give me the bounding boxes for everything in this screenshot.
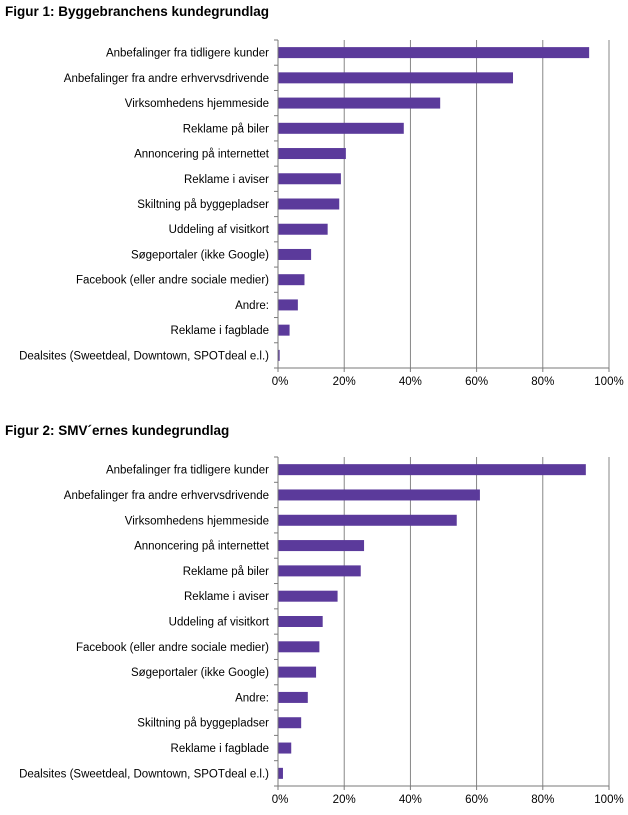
bar	[278, 198, 340, 210]
bar	[278, 514, 457, 526]
bar	[278, 274, 305, 286]
bar	[278, 616, 323, 627]
category-label: Andre:	[235, 300, 269, 312]
category-label: Annoncering på internettet	[134, 149, 270, 161]
category-label: Reklame i aviser	[184, 591, 269, 603]
category-label: Søgeportaler (ikke Google)	[131, 249, 269, 261]
bar	[278, 641, 320, 653]
bar	[278, 299, 298, 311]
bar	[278, 97, 441, 109]
category-label: Facebook (eller andre sociale medier)	[76, 275, 269, 287]
category-label: Andre:	[235, 692, 269, 704]
x-tick-label: 100%	[594, 376, 623, 388]
bar	[278, 691, 308, 703]
x-tick-label: 60%	[465, 794, 488, 806]
category-label: Reklame i fagblade	[171, 743, 269, 755]
bar	[278, 122, 404, 134]
x-tick-label: 40%	[399, 376, 422, 388]
bar	[278, 464, 586, 476]
bar	[278, 666, 317, 678]
category-label: Annoncering på internettet	[134, 541, 270, 553]
category-label: Virksomhedens hjemmeside	[125, 98, 269, 110]
x-tick-label: 80%	[531, 376, 554, 388]
bar	[278, 47, 590, 59]
bar	[278, 742, 292, 754]
bar	[278, 717, 302, 729]
x-tick-label: 40%	[399, 794, 422, 806]
x-tick-label: 0%	[272, 376, 289, 388]
category-label: Facebook (eller andre sociale medier)	[76, 642, 269, 654]
category-label: Reklame i fagblade	[171, 325, 269, 337]
category-label: Reklame på biler	[183, 566, 269, 578]
category-label: Uddeling af visitkort	[169, 224, 270, 236]
category-label: Reklame på biler	[183, 123, 269, 135]
category-label: Dealsites (Sweetdeal, Downtown, SPOTdeal…	[19, 350, 269, 362]
x-tick-label: 100%	[594, 794, 623, 806]
category-label: Virksomhedens hjemmeside	[125, 515, 269, 527]
figure-1-bar-chart: Anbefalinger fra tidligere kunder Anbefal…	[19, 39, 624, 388]
bar	[278, 565, 361, 577]
x-tick-label: 20%	[333, 794, 356, 806]
figure-2-title: Figur 2: SMV´ernes kundegrundlag	[5, 423, 230, 438]
bar	[278, 72, 514, 84]
category-label: Dealsites (Sweetdeal, Downtown, SPOTdeal…	[19, 768, 269, 780]
category-label: Søgeportaler (ikke Google)	[131, 667, 269, 679]
category-label: Anbefalinger fra tidligere kunder	[106, 48, 269, 60]
bar	[278, 349, 280, 361]
x-tick-label: 20%	[333, 376, 356, 388]
bar	[278, 590, 338, 602]
x-tick-label: 80%	[531, 794, 554, 806]
x-tick-label: 60%	[465, 376, 488, 388]
x-tick-label: 0%	[272, 794, 289, 806]
category-label: Uddeling af visitkort	[169, 617, 270, 629]
category-label: Anbefalinger fra tidligere kunder	[106, 465, 269, 477]
bar	[278, 173, 341, 185]
bar	[278, 540, 365, 552]
bar	[278, 248, 312, 260]
bar	[278, 489, 480, 501]
bar	[278, 223, 328, 235]
bar	[278, 767, 283, 779]
figure-1-title: Figur 1: Byggebranchens kundegrundlag	[5, 4, 270, 19]
bar	[278, 324, 290, 336]
category-label: Anbefalinger fra andre erhvervsdrivende	[64, 490, 269, 502]
category-label: Skiltning på byggepladser	[137, 199, 269, 211]
category-label: Reklame i aviser	[184, 174, 269, 186]
bar	[278, 148, 346, 160]
category-label: Skiltning på byggepladser	[137, 718, 269, 730]
category-label: Anbefalinger fra andre erhvervsdrivende	[64, 73, 269, 85]
